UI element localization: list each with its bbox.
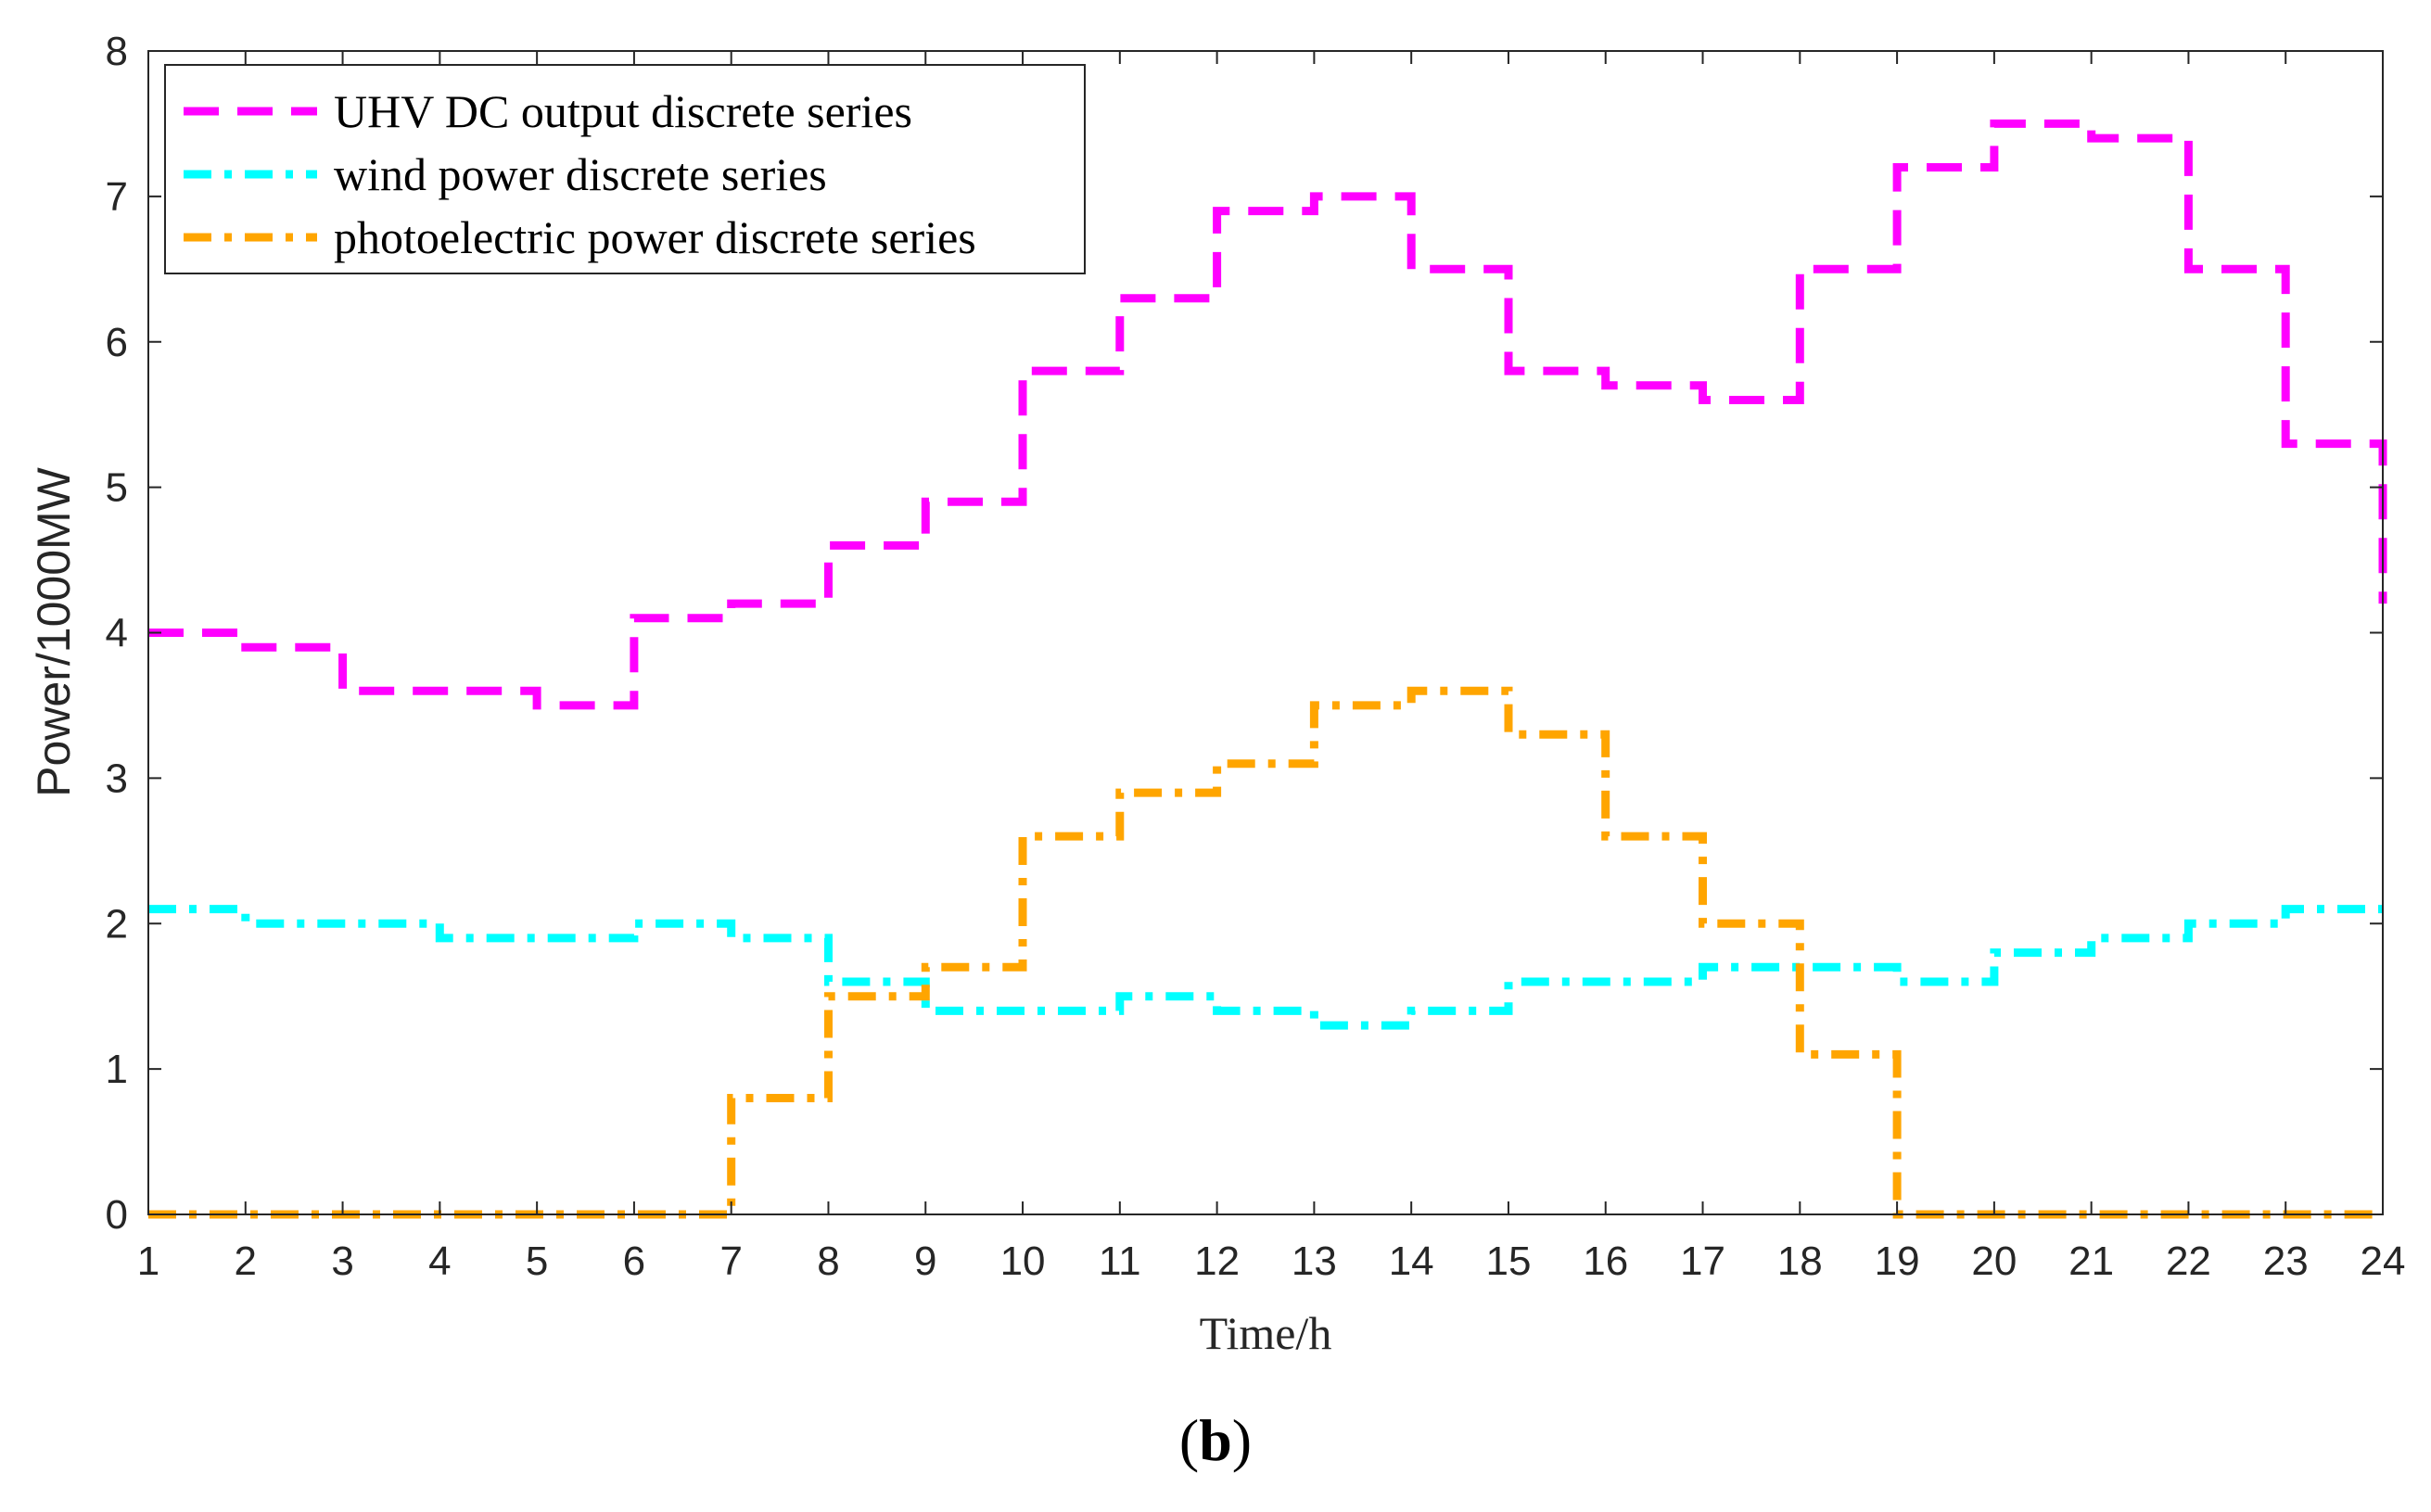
y-tick-label: 1 <box>106 1047 128 1092</box>
x-tick-label: 8 <box>817 1239 839 1284</box>
y-tick-label: 7 <box>106 174 128 220</box>
x-tick-label: 14 <box>1389 1239 1434 1284</box>
x-tick-label: 6 <box>623 1239 645 1284</box>
x-tick-label: 15 <box>1485 1239 1531 1284</box>
x-tick-label: 11 <box>1099 1239 1141 1284</box>
x-tick-label: 19 <box>1875 1239 1920 1284</box>
x-tick-label: 12 <box>1194 1239 1240 1284</box>
x-tick-label: 22 <box>2166 1239 2211 1284</box>
x-tick-label: 7 <box>719 1239 742 1284</box>
x-tick-label: 23 <box>2263 1239 2309 1284</box>
legend-label-1: UHV DC output discrete series <box>334 85 912 137</box>
caption-letter: b <box>1199 1407 1232 1473</box>
legend-label-3: photoelectric power discrete series <box>334 211 976 263</box>
tick-layer: 1 2 3 4 5 6 7 8 9 10 11 12 13 14 15 16 17 18 19 20 21 22 23 240… <box>106 29 2406 1284</box>
y-axis-label: Power/1000MW <box>28 466 80 796</box>
series-line-2 <box>148 905 2383 1030</box>
y-tick-label: 3 <box>106 756 128 801</box>
caption-close-paren: ) <box>1232 1407 1252 1473</box>
y-tick-label: 8 <box>106 29 128 74</box>
y-tick-label: 4 <box>106 611 128 656</box>
x-tick-label: 1 <box>137 1239 159 1284</box>
x-tick-label: 20 <box>1971 1239 2017 1284</box>
legend-box <box>164 64 1086 274</box>
y-tick-label: 5 <box>106 465 128 511</box>
legend-label-2: wind power discrete series <box>334 148 827 200</box>
x-tick-label: 21 <box>2068 1239 2114 1284</box>
x-tick-label: 9 <box>914 1239 936 1284</box>
x-tick-label: 4 <box>428 1239 451 1284</box>
x-tick-label: 5 <box>526 1239 548 1284</box>
x-tick-label: 13 <box>1292 1239 1337 1284</box>
x-axis-label: Time/h <box>1200 1307 1332 1359</box>
x-tick-label: 17 <box>1680 1239 1725 1284</box>
x-tick-label: 10 <box>1000 1239 1046 1284</box>
caption-open-paren: ( <box>1179 1407 1199 1473</box>
legend: UHV DC output discrete series wind power … <box>164 64 1086 274</box>
x-tick-label: 18 <box>1777 1239 1823 1284</box>
y-tick-label: 0 <box>106 1192 128 1238</box>
series-layer <box>148 119 2387 1219</box>
series-line-1 <box>148 119 2387 710</box>
x-tick-label: 2 <box>235 1239 257 1284</box>
figure-caption: (b) <box>1179 1407 1252 1473</box>
y-tick-label: 6 <box>106 320 128 365</box>
x-tick-label: 16 <box>1583 1239 1628 1284</box>
x-tick-label: 3 <box>331 1239 353 1284</box>
series-line-3 <box>148 686 2383 1219</box>
y-tick-label: 2 <box>106 901 128 947</box>
x-tick-label: 24 <box>2361 1239 2406 1284</box>
